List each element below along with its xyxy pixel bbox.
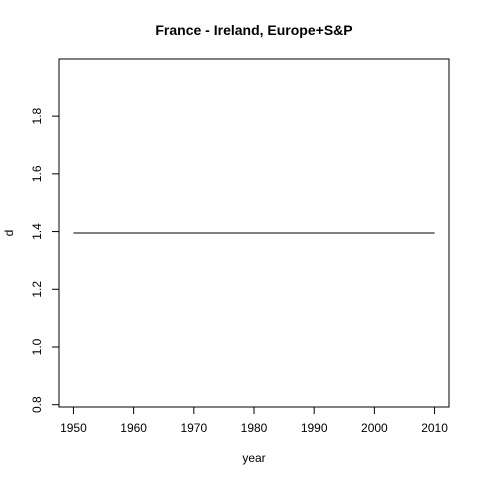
x-tick-label: 1950 xyxy=(60,421,87,435)
y-axis: 0.8 1.0 1.2 1.4 1.6 1.8 xyxy=(30,107,60,413)
chart-title: France - Ireland, Europe+S&P xyxy=(155,22,352,38)
y-tick-label: 1.2 xyxy=(30,281,44,298)
x-axis-label: year xyxy=(242,451,265,465)
x-tick-label: 1960 xyxy=(120,421,147,435)
y-axis-label: d xyxy=(2,230,16,237)
x-axis: 1950 1960 1970 1980 1990 2000 2010 xyxy=(60,406,448,435)
x-tick-label: 1970 xyxy=(180,421,207,435)
x-tick-label: 2000 xyxy=(361,421,388,435)
y-tick-label: 1.6 xyxy=(30,165,44,182)
x-tick-label: 1990 xyxy=(301,421,328,435)
y-tick-label: 1.8 xyxy=(30,107,44,124)
x-tick-label: 2010 xyxy=(421,421,448,435)
y-tick-label: 1.4 xyxy=(30,223,44,240)
x-tick-label: 1980 xyxy=(241,421,268,435)
y-tick-label: 1.0 xyxy=(30,338,44,355)
y-tick-label: 0.8 xyxy=(30,396,44,413)
